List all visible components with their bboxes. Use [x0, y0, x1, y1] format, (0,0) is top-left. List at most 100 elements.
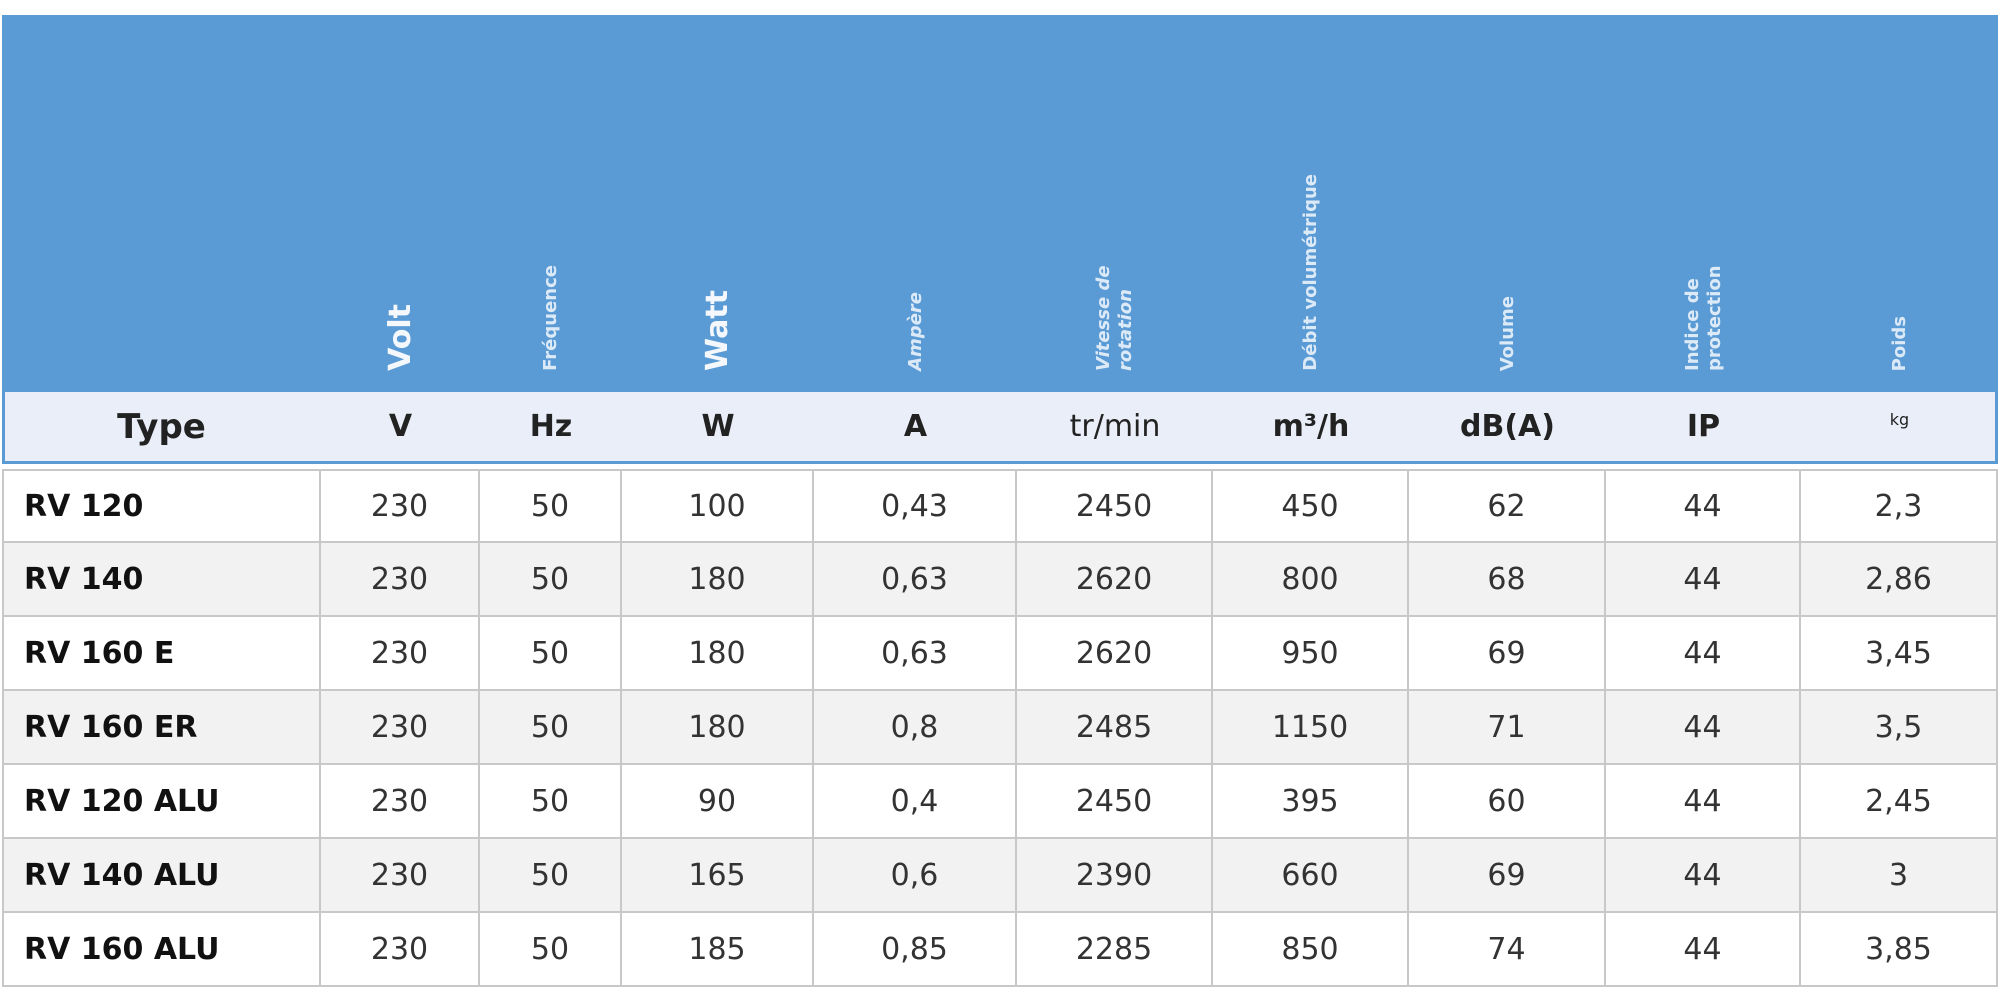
table-cell: 165 — [622, 839, 814, 913]
table-cell: 850 — [1213, 913, 1409, 987]
unit-label: tr/min — [1069, 409, 1161, 444]
units-type-label: Type — [117, 406, 206, 447]
table-cell: 2,45 — [1801, 765, 1998, 839]
table-row — [2, 765, 1998, 839]
table-cell: 180 — [622, 691, 814, 765]
table-cell: 71 — [1409, 691, 1606, 765]
table-cell: 2,86 — [1801, 543, 1998, 617]
table-cell: 660 — [1213, 839, 1409, 913]
table-cell: 44 — [1606, 469, 1801, 543]
table-cell: 2620 — [1017, 617, 1213, 691]
table-cell: 50 — [480, 617, 622, 691]
table-cell: 230 — [321, 765, 480, 839]
unit-label: A — [903, 409, 928, 444]
table-cell: 2485 — [1017, 691, 1213, 765]
header-label: Watt — [700, 290, 735, 371]
header-label: Débit volumétrique — [1300, 174, 1321, 371]
header-label: Indice de protection — [1681, 265, 1725, 371]
table-cell: 50 — [480, 469, 622, 543]
table-cell: 2450 — [1017, 765, 1213, 839]
table-cell: 0,85 — [814, 913, 1017, 987]
header-column: Vitesse de rotation — [1017, 15, 1213, 389]
row-type: RV 160 ALU — [2, 913, 321, 987]
row-type: RV 160 ER — [2, 691, 321, 765]
table-row — [2, 691, 1998, 765]
table-cell: 44 — [1606, 765, 1801, 839]
table-cell: 2285 — [1017, 913, 1213, 987]
table-cell: 69 — [1409, 617, 1606, 691]
table-cell: 50 — [480, 543, 622, 617]
table-cell: 230 — [321, 543, 480, 617]
header-column: Indice de protection — [1606, 15, 1801, 389]
header-column: Watt — [622, 15, 814, 389]
table-cell: 180 — [622, 617, 814, 691]
table-cell: 230 — [321, 469, 480, 543]
table-cell: 2,3 — [1801, 469, 1998, 543]
unit-label: W — [701, 409, 735, 444]
row-type: RV 120 — [2, 469, 321, 543]
header-column: Ampère — [814, 15, 1017, 389]
row-type: RV 120 ALU — [2, 765, 321, 839]
table-cell: 100 — [622, 469, 814, 543]
table-cell: 2450 — [1017, 469, 1213, 543]
table-cell: 50 — [480, 913, 622, 987]
table-cell: 230 — [321, 913, 480, 987]
units-row — [2, 389, 1998, 464]
header-column: Volume — [1409, 15, 1606, 389]
table-cell: 44 — [1606, 617, 1801, 691]
table-cell: 395 — [1213, 765, 1409, 839]
table-row — [2, 617, 1998, 691]
unit-label: dB(A) — [1460, 409, 1555, 444]
header-label: Fréquence — [540, 265, 561, 371]
table-cell: 68 — [1409, 543, 1606, 617]
table-cell: 2620 — [1017, 543, 1213, 617]
unit-label: kg — [1889, 410, 1910, 429]
table-cell: 3,85 — [1801, 913, 1998, 987]
row-type: RV 140 — [2, 543, 321, 617]
unit-label: V — [388, 409, 413, 444]
table-cell: 3,5 — [1801, 691, 1998, 765]
table-cell: 0,8 — [814, 691, 1017, 765]
header-label: Volt — [382, 304, 418, 371]
table-cell: 44 — [1606, 839, 1801, 913]
table-cell: 0,6 — [814, 839, 1017, 913]
table-row — [2, 543, 1998, 617]
table-cell: 230 — [321, 691, 480, 765]
table-cell: 800 — [1213, 543, 1409, 617]
table-row — [2, 469, 1998, 543]
header-label: Poids — [1888, 315, 1910, 371]
table-cell: 180 — [622, 543, 814, 617]
table-cell: 2390 — [1017, 839, 1213, 913]
header-column: Volt — [321, 15, 480, 389]
row-type: RV 140 ALU — [2, 839, 321, 913]
header-label: Volume — [1496, 295, 1518, 371]
table-cell: 44 — [1606, 913, 1801, 987]
header-column: Poids — [1801, 15, 1998, 389]
table-cell: 230 — [321, 839, 480, 913]
table-cell: 0,43 — [814, 469, 1017, 543]
table-cell: 3,45 — [1801, 617, 1998, 691]
table-cell: 74 — [1409, 913, 1606, 987]
table-cell: 90 — [622, 765, 814, 839]
table-cell: 0,4 — [814, 765, 1017, 839]
table-cell: 950 — [1213, 617, 1409, 691]
row-type: RV 160 E — [2, 617, 321, 691]
table-cell: 0,63 — [814, 617, 1017, 691]
unit-label: m³/h — [1272, 409, 1350, 444]
table-cell: 50 — [480, 765, 622, 839]
table-cell: 50 — [480, 839, 622, 913]
table-cell: 0,63 — [814, 543, 1017, 617]
table-cell: 3 — [1801, 839, 1998, 913]
table-row — [2, 913, 1998, 987]
header-column: Débit volumétrique — [1213, 15, 1409, 389]
table-cell: 230 — [321, 617, 480, 691]
table-cell: 50 — [480, 691, 622, 765]
header-column: Fréquence — [480, 15, 622, 389]
table-cell: 44 — [1606, 543, 1801, 617]
table-cell: 450 — [1213, 469, 1409, 543]
unit-label: IP — [1686, 409, 1721, 444]
table-cell: 1150 — [1213, 691, 1409, 765]
table-cell: 62 — [1409, 469, 1606, 543]
table-cell: 69 — [1409, 839, 1606, 913]
